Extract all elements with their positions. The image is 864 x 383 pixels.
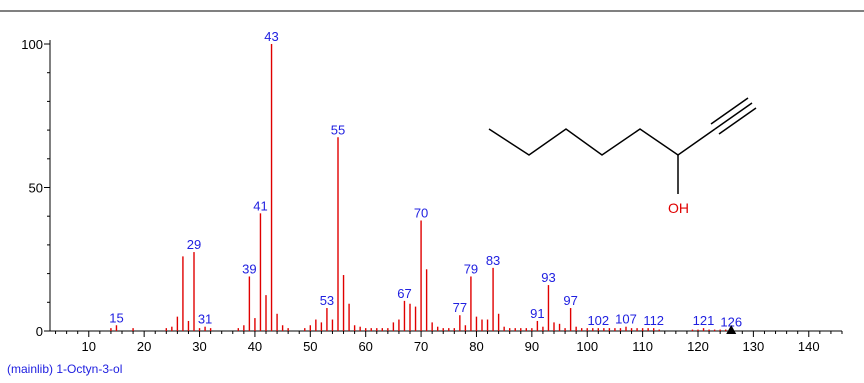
peak-label: 91 <box>530 306 544 321</box>
peak-label: 67 <box>397 286 411 301</box>
peak-label: 93 <box>541 270 555 285</box>
peak-label: 39 <box>242 261 256 276</box>
x-tick-label: 130 <box>743 339 765 354</box>
y-tick-label: 100 <box>21 37 43 52</box>
x-tick-label: 80 <box>469 339 483 354</box>
peak-label: 126 <box>720 315 742 330</box>
hydroxyl-label: OH <box>668 200 689 216</box>
x-tick-label: 60 <box>358 339 372 354</box>
peak-label: 31 <box>198 312 212 327</box>
peak-label: 29 <box>187 237 201 252</box>
y-tick-label: 0 <box>36 324 43 339</box>
y-tick-label: 50 <box>29 181 43 196</box>
x-tick-label: 70 <box>414 339 428 354</box>
peak-label: 43 <box>264 29 278 44</box>
triple-bond-center <box>714 102 753 130</box>
peak-label: 107 <box>615 312 637 327</box>
peak-label: 102 <box>587 313 609 328</box>
axes: 10 20 30 40 50 60 70 80 90 100 110 120 130 140 0 50 100 <box>21 37 843 354</box>
peaks <box>110 44 732 331</box>
triple-bond-upper <box>710 97 749 125</box>
x-tick-label: 10 <box>82 339 96 354</box>
x-tick-label: 20 <box>137 339 151 354</box>
x-tick-label: 120 <box>687 339 709 354</box>
peak-label: 70 <box>414 206 428 221</box>
peak-label: 121 <box>693 313 715 328</box>
x-tick-label: 90 <box>525 339 539 354</box>
peak-labels: 15 29 31 39 41 43 53 55 67 70 77 79 83 91 93 97 102 107 11… <box>109 29 742 330</box>
peak-label: 77 <box>453 300 467 315</box>
peak-label: 55 <box>331 122 345 137</box>
structure-diagram: OH <box>488 97 757 216</box>
x-tick-label: 50 <box>303 339 317 354</box>
peak-label: 83 <box>486 253 500 268</box>
x-tick-label: 100 <box>576 339 598 354</box>
peak-label: 112 <box>643 313 664 328</box>
triple-bond-lower <box>718 107 757 135</box>
x-tick-label: 110 <box>632 339 653 354</box>
peak-label: 79 <box>464 261 478 276</box>
x-tick-label: 30 <box>192 339 206 354</box>
carbon-chain-bonds <box>488 128 716 156</box>
peak-label: 97 <box>563 293 577 308</box>
peak-label: 41 <box>253 198 267 213</box>
x-tick-label: 140 <box>798 339 820 354</box>
compound-name: (mainlib) 1-Octyn-3-ol <box>7 362 122 376</box>
x-tick-label: 40 <box>248 339 262 354</box>
molecular-ion-marker <box>726 325 737 334</box>
peak-label: 53 <box>320 293 334 308</box>
peak-label: 15 <box>109 310 123 325</box>
